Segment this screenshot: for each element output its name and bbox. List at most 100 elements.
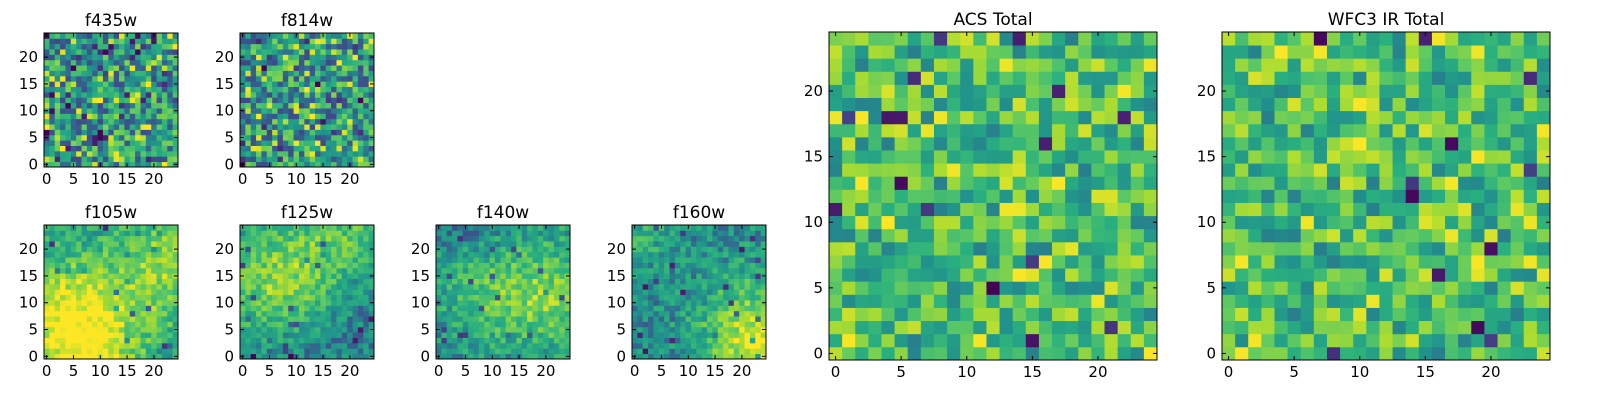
heatmap-cell bbox=[728, 273, 735, 279]
heatmap-cell bbox=[167, 267, 174, 274]
heatmap-cell bbox=[336, 289, 343, 296]
heatmap-cell bbox=[368, 43, 375, 50]
heatmap-cell bbox=[505, 353, 512, 360]
heatmap-cell bbox=[240, 150, 246, 157]
heatmap-cell bbox=[1379, 228, 1393, 243]
heatmap-cell bbox=[1130, 320, 1145, 335]
heatmap-cell bbox=[920, 123, 935, 138]
heatmap-cell bbox=[363, 59, 370, 66]
heatmap-cell bbox=[129, 289, 136, 296]
heatmap-cell bbox=[282, 134, 289, 141]
heatmap-cell bbox=[1091, 215, 1105, 230]
heatmap-cell bbox=[54, 300, 61, 306]
heatmap-cell bbox=[999, 255, 1014, 269]
heatmap-cell bbox=[1458, 215, 1472, 230]
heatmap-cell bbox=[172, 310, 179, 317]
heatmap-cell bbox=[559, 332, 566, 338]
heatmap-cell bbox=[129, 305, 136, 312]
heatmap-cell bbox=[161, 59, 168, 66]
heatmap-cell bbox=[446, 267, 453, 274]
heatmap-cell bbox=[113, 278, 120, 285]
heatmap-cell bbox=[341, 241, 348, 247]
heatmap-cell bbox=[907, 32, 922, 46]
heatmap-cell bbox=[124, 316, 131, 322]
heatmap-cell bbox=[855, 45, 869, 59]
heatmap-cell bbox=[564, 310, 571, 317]
heatmap-cell bbox=[161, 235, 168, 242]
heatmap-cell bbox=[124, 337, 131, 344]
heatmap-cell bbox=[54, 251, 61, 258]
heatmap-cell bbox=[527, 337, 533, 344]
heatmap-cell bbox=[97, 267, 104, 274]
heatmap-cell bbox=[701, 267, 708, 274]
heatmap-cell bbox=[261, 289, 268, 296]
heatmap-cell bbox=[76, 86, 82, 93]
heatmap-cell bbox=[336, 251, 343, 258]
heatmap-cell bbox=[145, 305, 152, 312]
heatmap-cell bbox=[44, 38, 50, 45]
heatmap-cell bbox=[60, 86, 66, 93]
heatmap-cell bbox=[172, 129, 179, 136]
heatmap-cell bbox=[336, 310, 343, 317]
heatmap-cell bbox=[272, 156, 278, 163]
heatmap-cell bbox=[868, 136, 882, 151]
heatmap-cell bbox=[632, 321, 638, 328]
heatmap-cell bbox=[1117, 189, 1132, 203]
heatmap-cell bbox=[336, 150, 343, 157]
heatmap-cell bbox=[135, 54, 141, 61]
heatmap-cell bbox=[733, 251, 740, 258]
heatmap-cell bbox=[81, 278, 88, 285]
heatmap-cell bbox=[81, 43, 88, 50]
heatmap-cell bbox=[151, 43, 157, 50]
heatmap-cell bbox=[266, 326, 273, 333]
heatmap-cell bbox=[245, 81, 252, 87]
heatmap-cell bbox=[855, 136, 869, 151]
heatmap-cell bbox=[135, 108, 141, 114]
heatmap-cell bbox=[368, 278, 375, 285]
heatmap-cell bbox=[325, 332, 332, 338]
heatmap-cell bbox=[690, 310, 697, 317]
heatmap-cell bbox=[309, 65, 316, 71]
heatmap-cell bbox=[304, 225, 311, 231]
heatmap-cell bbox=[92, 289, 98, 296]
heatmap-cell bbox=[320, 316, 327, 322]
heatmap-cell bbox=[113, 54, 120, 61]
heatmap-cell bbox=[484, 262, 490, 269]
heatmap-cell bbox=[65, 70, 72, 77]
heatmap-cell bbox=[728, 251, 735, 258]
heatmap-cell bbox=[632, 257, 638, 263]
heatmap-cell bbox=[293, 300, 300, 306]
heatmap-cell bbox=[489, 348, 496, 355]
heatmap-cell bbox=[1405, 294, 1420, 308]
heatmap-cell bbox=[92, 86, 98, 93]
heatmap-cell bbox=[947, 150, 961, 164]
heatmap-cell bbox=[97, 43, 104, 50]
heatmap-cell bbox=[1536, 189, 1551, 203]
heatmap-cell bbox=[1012, 294, 1027, 308]
heatmap-cell bbox=[653, 294, 660, 301]
heatmap-cell bbox=[135, 38, 141, 45]
heatmap-cell bbox=[76, 54, 82, 61]
heatmap-cell bbox=[1065, 150, 1079, 164]
heatmap-cell bbox=[309, 251, 316, 258]
heatmap-cell bbox=[256, 326, 262, 333]
heatmap-cell bbox=[288, 273, 294, 279]
heatmap-cell bbox=[829, 58, 843, 72]
heatmap-cell bbox=[368, 129, 375, 136]
heatmap-cell bbox=[336, 241, 343, 247]
heatmap-cell bbox=[44, 145, 50, 152]
heatmap-cell bbox=[129, 33, 136, 39]
heatmap-cell bbox=[161, 140, 168, 146]
heatmap-cell bbox=[553, 267, 560, 274]
heatmap-cell bbox=[357, 316, 364, 322]
heatmap-cell bbox=[245, 145, 252, 152]
heatmap-cell bbox=[293, 348, 300, 355]
heatmap-cell bbox=[65, 129, 72, 136]
heatmap-cell bbox=[240, 283, 246, 290]
heatmap-cell bbox=[1536, 268, 1551, 282]
heatmap-cell bbox=[855, 320, 869, 335]
heatmap-cell bbox=[167, 108, 174, 114]
heatmap-cell bbox=[1313, 320, 1328, 335]
heatmap-cell bbox=[341, 86, 348, 93]
heatmap-cell bbox=[1353, 307, 1367, 322]
